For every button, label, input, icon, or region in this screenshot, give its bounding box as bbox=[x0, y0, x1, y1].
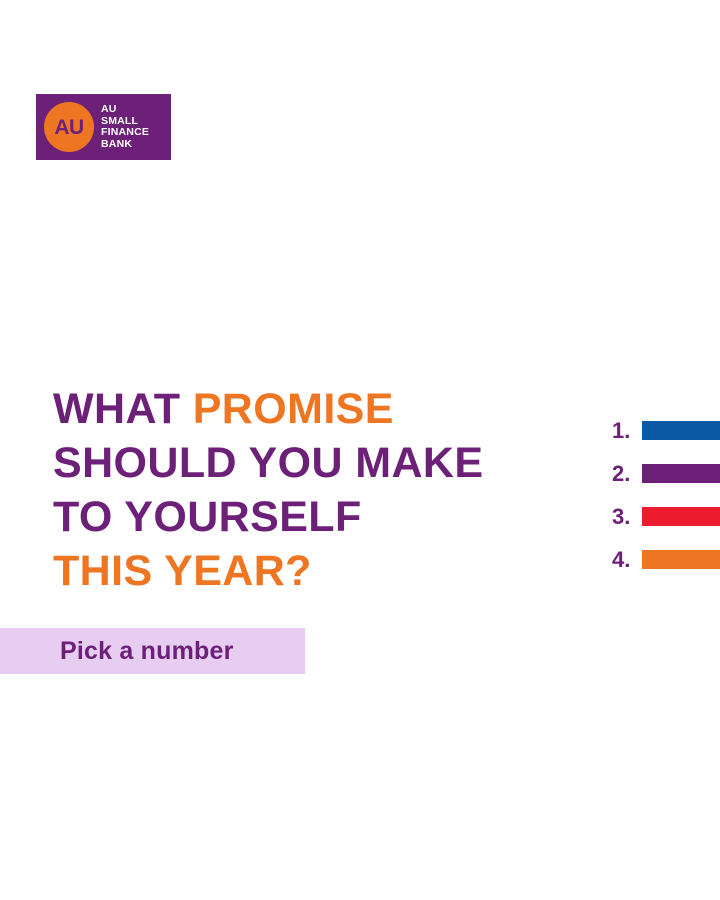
option-row-1[interactable]: 1. bbox=[612, 418, 720, 443]
headline-line-1: WHAT PROMISE bbox=[53, 382, 593, 436]
option-list: 1. 2. 3. 4. bbox=[612, 418, 720, 572]
logo-wordmark-line-3: FINANCE bbox=[101, 126, 150, 138]
subtitle-text: Pick a number bbox=[60, 636, 234, 665]
logo-badge-icon: AU bbox=[44, 102, 94, 152]
option-bar-3[interactable] bbox=[642, 507, 720, 526]
headline-line-4: THIS YEAR? bbox=[53, 547, 312, 595]
headline-line-3: TO YOURSELF bbox=[53, 493, 362, 541]
option-number-1: 1. bbox=[612, 417, 631, 443]
brand-logo: AU AU SMALL FINANCE BANK bbox=[36, 94, 171, 160]
option-bar-4[interactable] bbox=[642, 550, 720, 569]
option-bar-1[interactable] bbox=[642, 421, 720, 440]
option-row-2[interactable]: 2. bbox=[612, 461, 720, 486]
subtitle-band: Pick a number bbox=[0, 628, 305, 674]
logo-wordmark-line-2: SMALL bbox=[101, 114, 139, 127]
logo-wordmark-line-4: BANK bbox=[101, 137, 133, 150]
headline-word-what: WHAT bbox=[53, 385, 193, 433]
logo-wordmark: AU SMALL FINANCE BANK bbox=[101, 103, 150, 150]
headline: WHAT PROMISE SHOULD YOU MAKE TO YOURSELF… bbox=[53, 382, 593, 598]
option-row-3[interactable]: 3. bbox=[612, 504, 720, 529]
option-number-3: 3. bbox=[612, 503, 631, 529]
option-number-4: 4. bbox=[612, 546, 631, 572]
logo-badge-text: AU bbox=[54, 115, 84, 139]
option-row-4[interactable]: 4. bbox=[612, 547, 720, 572]
option-bar-2[interactable] bbox=[642, 464, 720, 483]
logo-wordmark-line-1: AU bbox=[101, 103, 117, 115]
headline-word-promise: PROMISE bbox=[192, 385, 394, 433]
headline-line-2: SHOULD YOU MAKE bbox=[53, 439, 484, 487]
option-number-2: 2. bbox=[612, 460, 631, 486]
